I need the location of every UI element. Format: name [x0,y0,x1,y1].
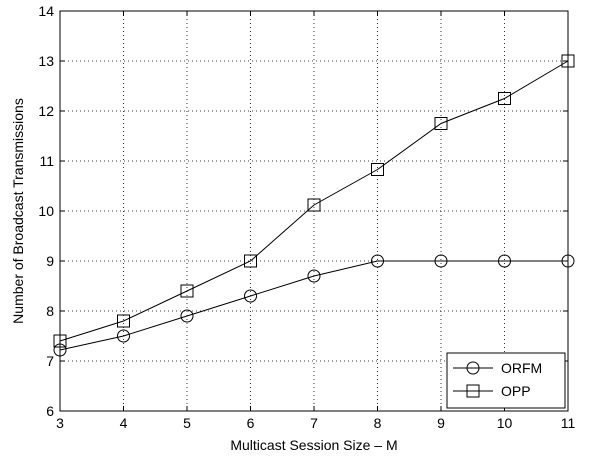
data-point-opp [371,163,384,176]
x-tick-label: 7 [310,415,318,431]
data-point-opp [53,334,67,348]
y-tick-label: 12 [38,103,54,119]
series-opp [53,54,575,348]
x-tick-label: 3 [56,415,64,431]
data-point-opp [498,92,511,105]
data-point-opp [244,254,257,268]
data-point-orfm [498,254,511,268]
data-point-orfm [53,343,67,357]
legend: ORFM OPP [446,352,566,409]
data-point-orfm [371,254,384,268]
legend-box [446,352,566,409]
legend-label-orfm: ORFM [501,360,542,376]
data-point-orfm [244,289,257,303]
y-axis-label: Number of Broadcast Transmissions [10,98,26,324]
y-tick-label: 10 [38,203,54,219]
data-point-opp [561,54,575,68]
legend-label-opp: OPP [501,383,531,399]
y-tick-label: 6 [46,403,54,419]
x-tick-label: 8 [374,415,382,431]
x-tick-label: 9 [437,415,445,431]
y-tick-label: 14 [38,3,54,19]
data-point-orfm [117,329,130,343]
y-tick-label: 8 [46,303,54,319]
y-tick-label: 7 [46,353,54,369]
x-axis-label: Multicast Session Size – M [230,437,397,453]
y-tick-label: 11 [39,153,54,169]
series-line-orfm [59,260,568,351]
y-tick-label: 13 [38,53,54,69]
x-tick-label: 4 [120,415,128,431]
x-tick-label: 6 [247,415,255,431]
data-point-orfm [434,254,448,268]
data-point-orfm [180,309,194,323]
x-tick-label: 10 [497,415,513,431]
data-point-opp [307,198,321,212]
series-line-opp [59,60,569,342]
series-group [53,54,575,357]
legend-marker-orfm [466,361,480,375]
data-point-orfm [561,254,575,268]
data-point-orfm [307,269,321,283]
data-point-opp [117,314,130,328]
data-point-opp [180,284,194,298]
y-tick-label: 9 [46,253,54,269]
data-point-opp [434,117,448,130]
x-tick-label: 5 [183,415,191,431]
legend-marker-opp [466,384,480,398]
series-orfm [53,254,575,357]
x-tick-label: 11 [561,415,576,431]
